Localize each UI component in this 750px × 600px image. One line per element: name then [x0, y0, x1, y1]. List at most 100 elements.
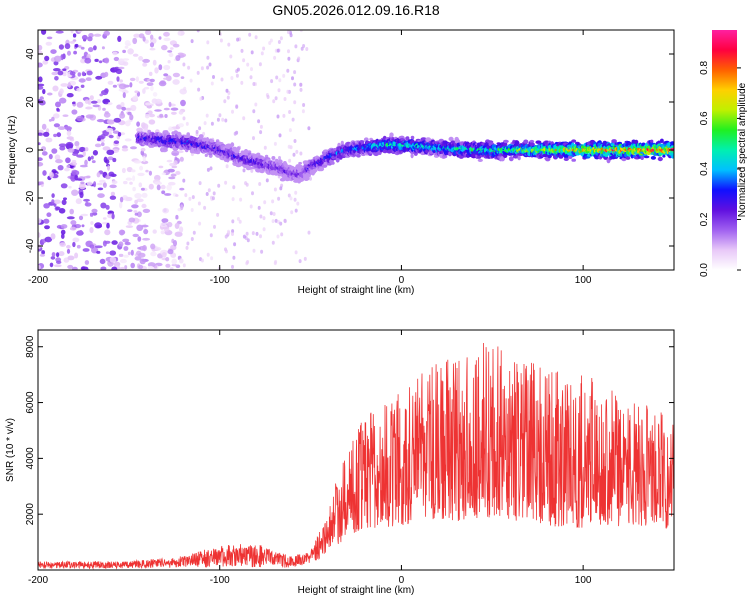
noise-blob — [180, 76, 185, 79]
colorbar-gradient — [712, 30, 737, 270]
noise-blob — [295, 149, 299, 154]
noise-blob — [225, 164, 229, 169]
noise-blob — [45, 137, 53, 143]
noise-blob — [173, 160, 178, 166]
ridge-point — [650, 139, 654, 143]
noise-blob — [76, 154, 84, 158]
noise-blob — [130, 146, 137, 150]
noise-blob — [179, 53, 187, 58]
noise-blob — [44, 55, 50, 62]
noise-blob — [168, 176, 176, 180]
noise-blob — [168, 52, 174, 58]
noise-blob — [180, 204, 184, 211]
ridge-point — [571, 139, 577, 143]
noise-blob — [205, 192, 209, 196]
noise-blob — [104, 229, 111, 236]
spectrogram-marks — [38, 30, 674, 270]
noise-blob — [97, 193, 105, 199]
noise-blob — [90, 221, 94, 225]
noise-blob — [301, 109, 305, 114]
noise-blob — [142, 208, 151, 213]
noise-blob — [42, 170, 47, 176]
noise-blob — [124, 138, 132, 142]
ridge-point — [209, 139, 215, 143]
noise-blob — [86, 175, 91, 179]
noise-blob — [179, 226, 184, 233]
noise-blob — [190, 237, 194, 241]
noise-blob — [44, 236, 53, 243]
noise-blob — [159, 113, 164, 118]
noise-blob — [262, 216, 266, 221]
y-tick-label: -20 — [25, 190, 36, 205]
noise-blob — [242, 168, 246, 173]
noise-blob — [149, 78, 155, 83]
noise-blob — [38, 157, 43, 162]
noise-blob — [242, 58, 246, 63]
noise-blob — [158, 80, 167, 87]
noise-blob — [72, 33, 77, 38]
noise-blob — [131, 204, 139, 209]
noise-blob — [166, 159, 173, 163]
noise-blob — [167, 60, 171, 64]
noise-blob — [99, 139, 105, 143]
x-tick-label: 0 — [399, 275, 405, 286]
noise-blob — [293, 82, 297, 87]
noise-blob — [109, 195, 117, 200]
noise-blob — [107, 80, 114, 85]
noise-blob — [150, 34, 154, 40]
noise-blob — [198, 126, 202, 131]
noise-blob — [105, 174, 111, 180]
ridge-point — [640, 156, 644, 160]
noise-blob — [145, 30, 152, 35]
noise-blob — [75, 198, 82, 205]
x-tick-label: -100 — [210, 575, 230, 586]
noise-blob — [177, 31, 181, 36]
snr-x-label: Height of straight line (km) — [298, 585, 415, 596]
ridge-point — [611, 139, 617, 144]
noise-blob — [302, 103, 306, 107]
noise-blob — [129, 114, 134, 121]
noise-blob — [118, 253, 124, 257]
noise-blob — [282, 73, 286, 78]
noise-blob — [70, 220, 77, 226]
noise-blob — [278, 156, 281, 160]
noise-blob — [61, 233, 65, 239]
noise-blob — [64, 167, 70, 172]
noise-blob — [184, 193, 188, 198]
noise-blob — [38, 85, 44, 90]
noise-blob — [273, 261, 277, 266]
noise-blob — [240, 80, 244, 85]
noise-blob — [57, 70, 64, 76]
noise-blob — [171, 263, 178, 267]
noise-blob — [142, 245, 147, 252]
noise-blob — [84, 159, 88, 166]
noise-blob — [206, 40, 210, 45]
noise-blob — [203, 205, 207, 210]
noise-blob — [91, 100, 98, 104]
noise-blob — [254, 35, 258, 40]
noise-blob — [101, 46, 105, 50]
noise-blob — [96, 119, 105, 123]
noise-blob — [111, 180, 118, 184]
noise-blob — [239, 197, 243, 202]
noise-blob — [112, 130, 120, 134]
noise-blob — [293, 139, 297, 143]
noise-blob — [134, 90, 139, 94]
noise-blob — [294, 190, 298, 195]
ridge-point — [503, 142, 508, 147]
noise-blob — [38, 181, 44, 185]
noise-blob — [87, 156, 92, 162]
noise-blob — [69, 226, 77, 231]
noise-blob — [59, 97, 67, 104]
noise-blob — [163, 226, 170, 232]
noise-blob — [87, 36, 93, 42]
noise-blob — [238, 219, 242, 224]
noise-blob — [120, 102, 125, 107]
noise-blob — [274, 218, 278, 223]
noise-blob — [224, 247, 227, 252]
noise-blob — [206, 55, 210, 60]
noise-blob — [55, 206, 61, 211]
snr-frame — [37, 329, 675, 571]
noise-blob — [294, 250, 298, 255]
